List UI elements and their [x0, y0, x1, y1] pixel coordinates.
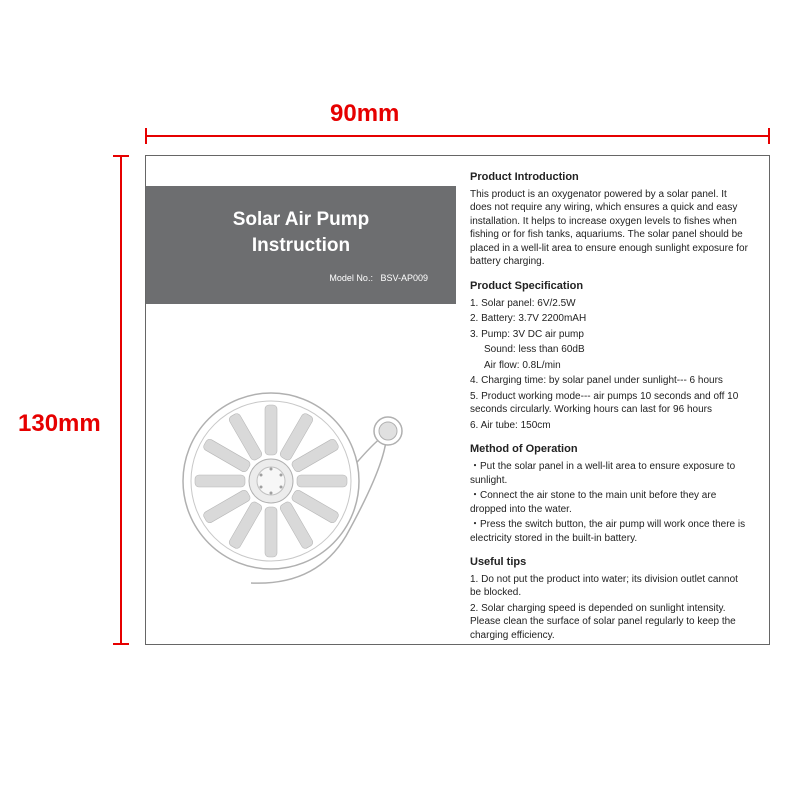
- width-dimension-label: 90mm: [330, 100, 399, 128]
- intro-heading: Product Introduction: [470, 170, 749, 185]
- height-tick-bottom: [113, 643, 129, 645]
- method-heading: Method of Operation: [470, 442, 749, 457]
- tips-item: 1. Do not put the product into water; it…: [470, 573, 749, 600]
- spec-subitem: Sound: less than 60dB: [470, 343, 749, 357]
- width-tick-right: [768, 128, 770, 144]
- tips-item: 2. Solar charging speed is depended on s…: [470, 602, 749, 643]
- spec-subitem: Air flow: 0.8L/min: [470, 359, 749, 373]
- left-page: Solar Air Pump Instruction Model No.: BS…: [146, 156, 456, 644]
- device-svg: [176, 361, 426, 611]
- title-line2: Instruction: [252, 235, 350, 256]
- model-number: Model No.: BSV-AP009: [329, 273, 446, 283]
- method-item: ・Press the switch button, the air pump w…: [470, 518, 749, 545]
- method-item: ・Put the solar panel in a well-lit area …: [470, 460, 749, 487]
- spec-heading: Product Specification: [470, 279, 749, 294]
- spec-item: 2. Battery: 3.7V 2200mAH: [470, 312, 749, 326]
- spec-item: 4. Charging time: by solar panel under s…: [470, 374, 749, 388]
- spec-item: 3. Pump: 3V DC air pump: [470, 328, 749, 342]
- intro-body: This product is an oxygenator powered by…: [470, 188, 749, 269]
- width-tick-left: [145, 128, 147, 144]
- height-tick-top: [113, 155, 129, 157]
- device-diagram: [176, 361, 426, 611]
- spec-item: 5. Product working mode--- air pumps 10 …: [470, 390, 749, 417]
- height-dimension-line: [120, 155, 122, 645]
- width-dimension-line: [145, 135, 770, 137]
- right-page: Product Introduction This product is an …: [456, 156, 769, 644]
- spec-item: 1. Solar panel: 6V/2.5W: [470, 297, 749, 311]
- header-band: Solar Air Pump Instruction Model No.: BS…: [146, 186, 456, 304]
- instruction-document: Solar Air Pump Instruction Model No.: BS…: [145, 155, 770, 645]
- height-dimension-label: 130mm: [18, 410, 101, 438]
- document-title: Solar Air Pump Instruction: [233, 207, 370, 258]
- method-item: ・Connect the air stone to the main unit …: [470, 489, 749, 516]
- title-line1: Solar Air Pump: [233, 209, 370, 230]
- spec-item: 6. Air tube: 150cm: [470, 419, 749, 433]
- tips-heading: Useful tips: [470, 555, 749, 570]
